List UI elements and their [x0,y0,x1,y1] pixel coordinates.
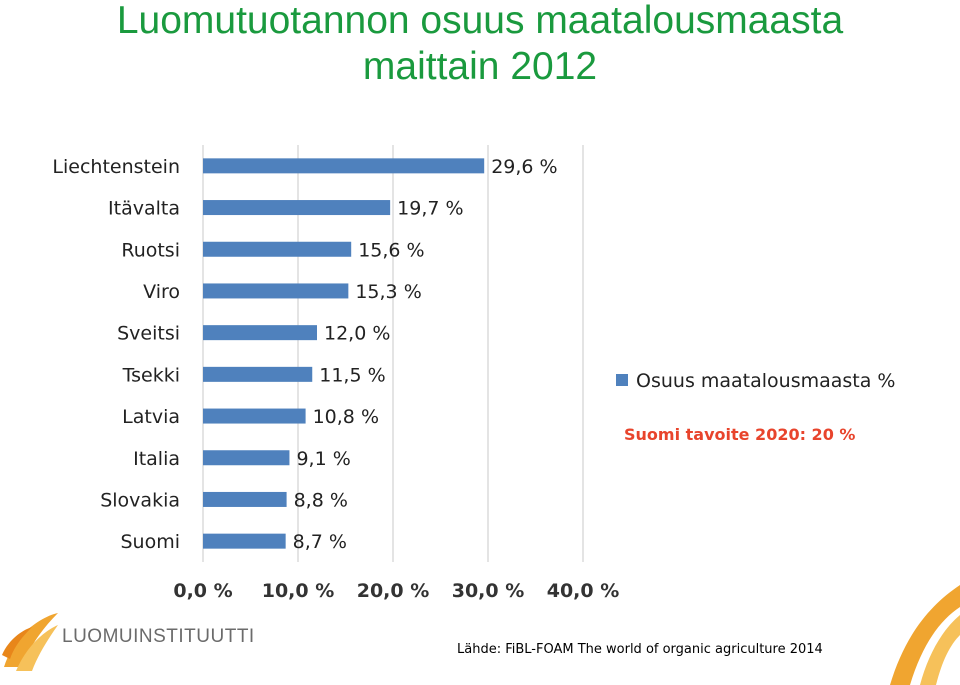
y-category-label: Sveitsi [117,323,180,345]
title-line-1: Luomutuotannon osuus maatalousmaasta [116,0,844,42]
y-category-label: Viro [143,281,180,303]
bar [203,200,391,216]
bar [203,241,352,257]
y-category-label: Suomi [120,531,180,553]
luomuinstituutti-logo-icon [2,613,58,671]
data-label: 8,8 % [294,489,348,511]
data-label: 29,6 % [491,156,557,178]
y-category-label: Liechtenstein [52,156,180,178]
x-tick-label: 0,0 % [173,580,232,602]
decorative-corner-icon [890,585,960,685]
bar [203,450,290,466]
y-category-label: Tsekki [122,364,180,386]
data-label: 9,1 % [296,448,350,470]
data-label: 15,3 % [355,281,421,303]
x-tick-label: 20,0 % [357,580,430,602]
legend-label: Osuus maatalousmaasta % [636,370,896,392]
data-label: 11,5 % [319,364,385,386]
data-label: 19,7 % [397,198,463,220]
y-category-label: Italia [133,448,180,470]
page-title: Luomutuotannon osuus maatalousmaasta mai… [0,0,960,90]
title-line-2: maittain 2012 [362,45,598,88]
chart-annotation: Suomi tavoite 2020: 20 % [624,425,855,444]
x-tick-label: 40,0 % [547,580,620,602]
legend-swatch [616,374,628,386]
bar-chart: 0,0 % 10,0 % 20,0 % 30,0 % 40,0 % Liechtenste… [52,145,896,602]
y-category-label: Ruotsi [121,239,180,261]
bar [203,366,313,382]
data-label: 10,8 % [313,406,379,428]
logo-text: LUOMUINSTITUUTTI [62,626,255,647]
bar [203,408,306,424]
bar [203,325,317,341]
y-category-label: Itävalta [108,198,180,220]
y-category-label: Latvia [122,406,180,428]
bar [203,533,286,549]
bar [203,491,287,507]
y-category-label: Slovakia [100,489,180,511]
x-tick-label: 30,0 % [452,580,525,602]
bar [203,283,349,299]
data-label: 8,7 % [293,531,347,553]
source-note: Lähde: FiBL-FOAM The world of organic ag… [457,642,823,657]
data-label: 12,0 % [324,323,390,345]
x-tick-label: 10,0 % [262,580,335,602]
data-label: 15,6 % [358,239,424,261]
bar [203,158,485,174]
